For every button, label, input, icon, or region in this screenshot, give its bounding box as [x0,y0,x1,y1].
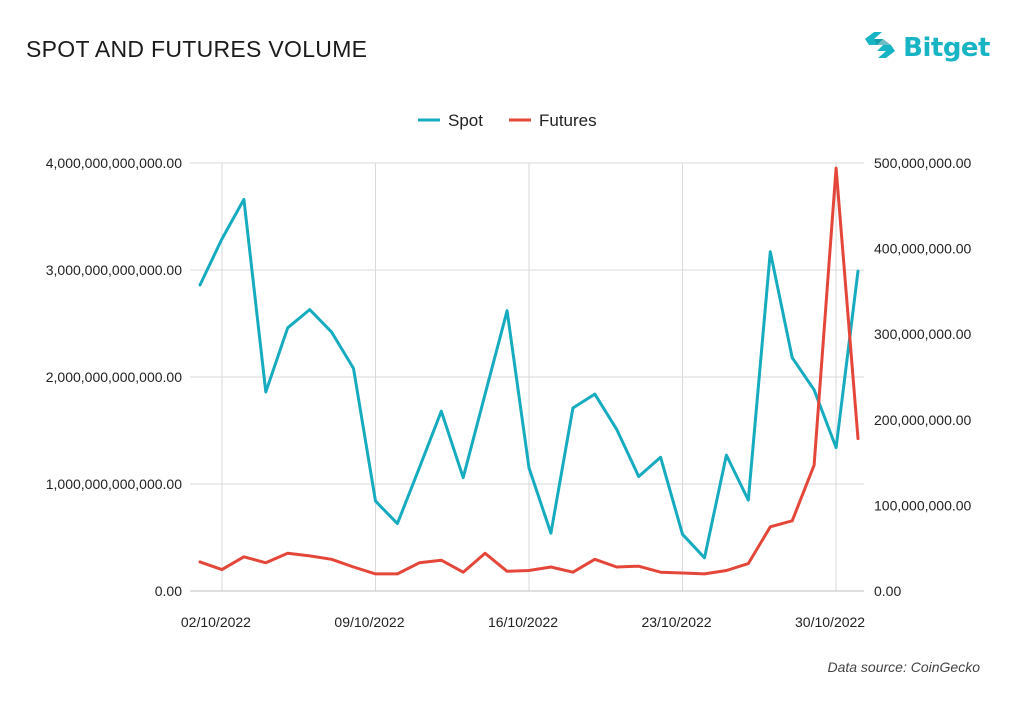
legend-item-spot[interactable]: Spot [418,111,483,130]
left-axis: 0.00 1,000,000,000,000.00 2,000,000,000,00… [46,155,182,599]
right-tick-label: 0.00 [874,583,901,599]
legend-label: Spot [448,111,483,130]
right-tick-label: 100,000,000.00 [874,497,972,513]
legend[interactable]: Spot Futures [418,111,597,130]
x-tick-label: 23/10/2022 [641,614,711,630]
x-axis: 02/10/2022 09/10/2022 16/10/2022 23/10/2022… [181,590,865,630]
right-tick-label: 500,000,000.00 [874,155,972,171]
x-tick-label: 02/10/2022 [181,614,251,630]
x-tick-label: 09/10/2022 [334,614,404,630]
left-tick-label: 3,000,000,000,000.00 [46,262,182,278]
data-source-note: Data source: CoinGecko [827,659,980,675]
x-tick-label: 16/10/2022 [488,614,558,630]
left-tick-label: 2,000,000,000,000.00 [46,369,182,385]
legend-label: Futures [539,111,597,130]
right-tick-label: 300,000,000.00 [874,326,972,342]
legend-item-futures[interactable]: Futures [509,111,597,130]
bitget-logo-icon [863,30,897,65]
left-tick-label: 1,000,000,000,000.00 [46,476,182,492]
brand-logo: Bitget [863,30,990,65]
series-line-futures [198,166,860,576]
series-group [198,166,860,576]
x-tick-label: 30/10/2022 [795,614,865,630]
left-tick-label: 0.00 [155,583,182,599]
brand-name: Bitget [903,32,990,63]
right-axis: 0.00 100,000,000.00 200,000,000.00 300,000,… [874,155,972,599]
right-tick-label: 400,000,000.00 [874,241,972,257]
chart-title: SPOT AND FUTURES VOLUME [26,36,368,62]
gridlines [190,162,864,592]
series-line-spot [198,197,860,560]
left-tick-label: 4,000,000,000,000.00 [46,155,182,171]
right-tick-label: 200,000,000.00 [874,412,972,428]
